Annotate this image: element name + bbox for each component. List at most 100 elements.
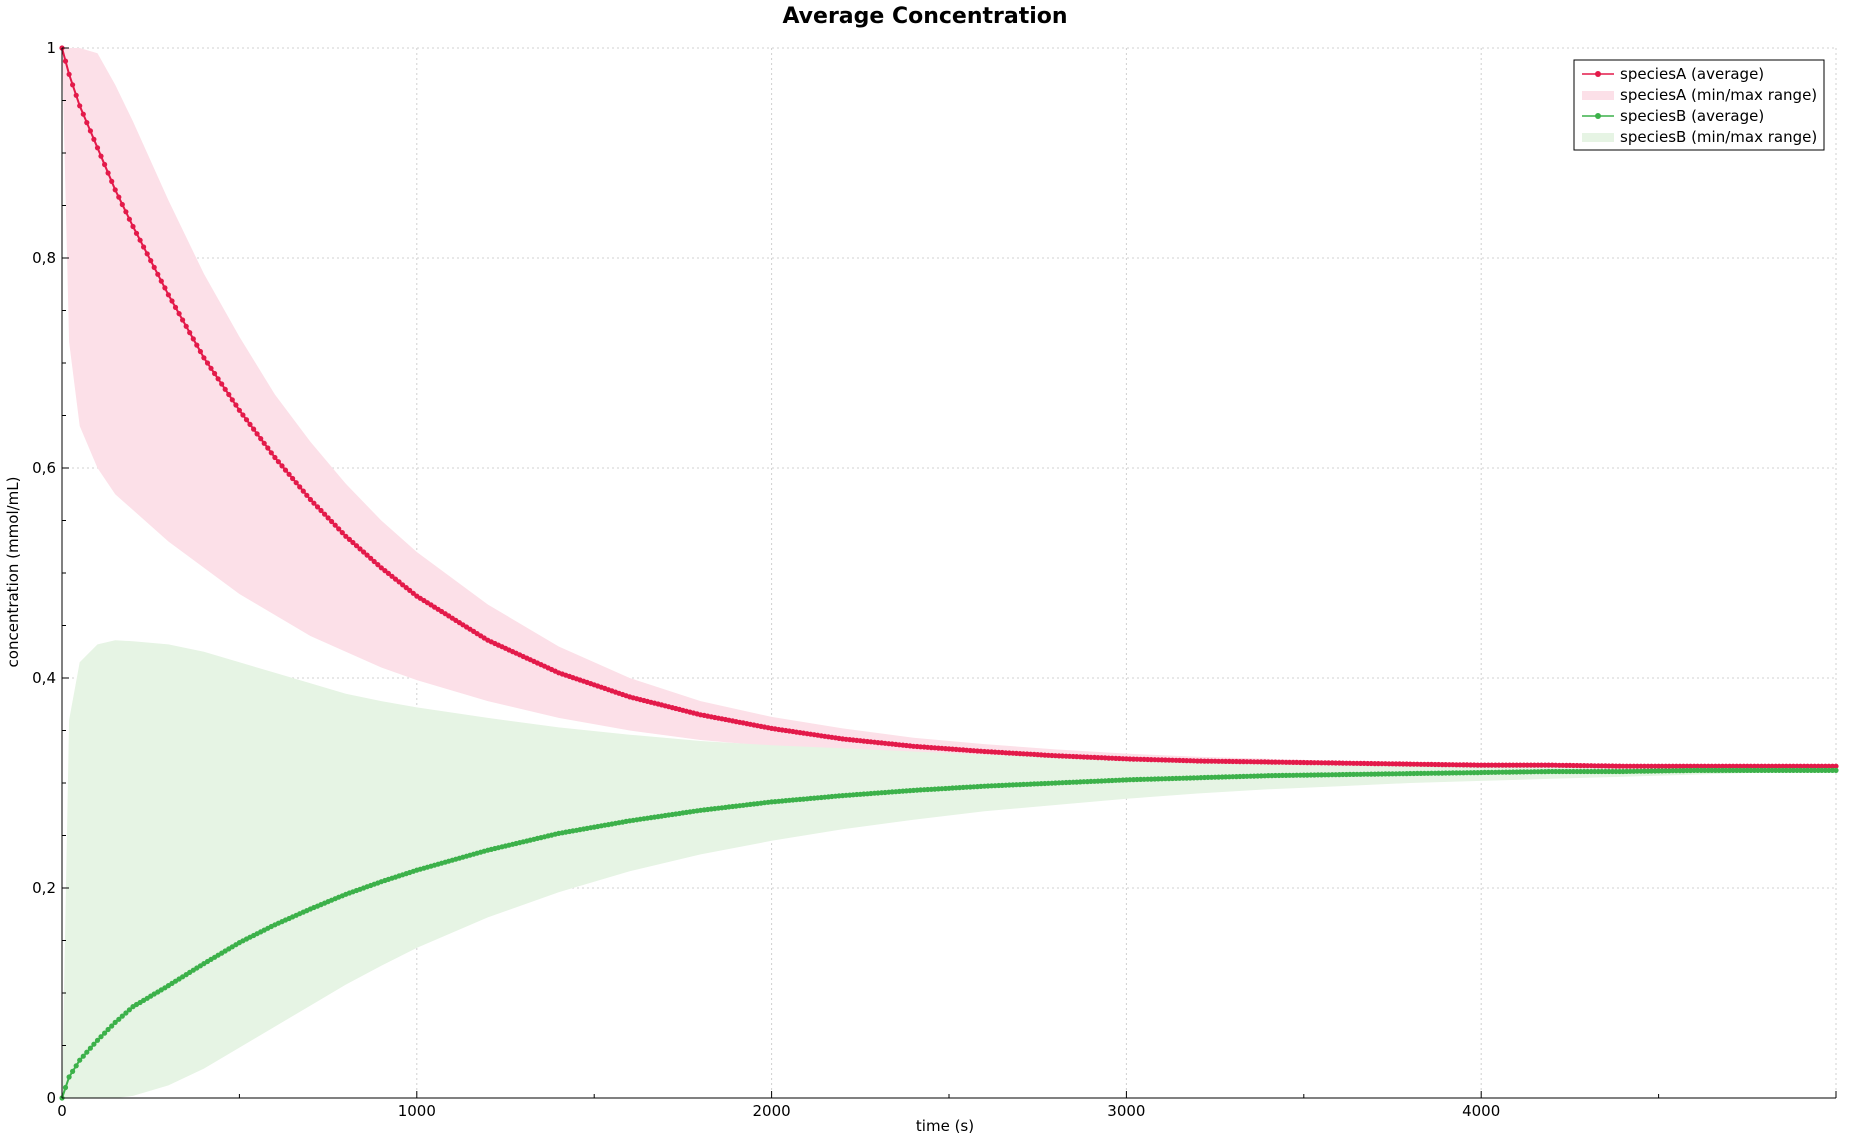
legend-marker [1595,71,1601,77]
data-point [180,317,186,323]
data-point [254,431,260,437]
data-point [1304,760,1310,766]
data-point [290,475,296,482]
data-point [1489,762,1495,768]
data-point [1776,763,1782,769]
data-point [1659,763,1665,769]
data-point [1805,763,1811,769]
data-point [1826,763,1832,769]
legend: speciesA (average) speciesA (min/max rang… [1573,59,1825,151]
data-point [410,590,416,596]
data-point [396,579,402,585]
data-point [87,128,93,134]
data-point [1606,763,1612,769]
data-point [240,412,246,418]
data-point [1393,761,1399,767]
data-point [194,342,200,348]
data-point [357,546,363,552]
data-point [176,311,182,317]
legend-entry: speciesA (average) [1620,65,1764,83]
data-point [1251,759,1257,765]
data-point [204,360,211,366]
data-point [158,278,164,284]
line-speciesA [61,47,1836,768]
data-point [1755,767,1761,774]
data-point [130,223,136,230]
data-point [314,504,321,510]
x-axis-label: time (s) [916,1117,974,1135]
data-point [1237,759,1243,765]
data-point [144,251,150,257]
data-point [1702,767,1708,774]
data-point [272,454,278,461]
data-point [1716,767,1722,774]
chart-title: Average Concentration [782,4,1067,29]
data-point [109,1023,115,1029]
data-point [183,323,189,329]
data-point [1311,760,1317,766]
data-point [343,533,349,539]
data-point [1648,768,1655,774]
data-point [1762,763,1768,769]
data-point [94,145,101,151]
data-point [1265,773,1271,779]
series-lines [59,45,1839,1101]
y-tick-label: 0,8 [32,249,56,267]
data-point [98,153,104,159]
data-point [1648,763,1655,769]
data-point [112,187,118,193]
data-point [1503,769,1509,775]
data-point [1769,767,1775,774]
markers-speciesB [59,767,1839,1101]
data-point [165,292,171,298]
data-point [84,1049,90,1055]
data-point [293,480,299,486]
tick-labels: 0 1000 2000 3000 4000 0 0,2 0,4 0,6 0,8 1 [32,39,1500,1120]
data-point [1748,763,1754,769]
data-point [1471,770,1477,776]
data-point [172,304,179,310]
data-point [1318,760,1325,766]
data-point [275,459,281,465]
legend-entry: speciesA (min/max range) [1620,86,1817,104]
data-point [119,1013,125,1019]
x-tick-label: 0 [57,1102,67,1120]
markers-speciesA [59,45,1839,769]
data-point [1695,763,1701,769]
data-point [141,244,147,250]
data-point [336,526,342,532]
data-point [1620,763,1626,769]
data-point [1641,768,1647,774]
data-point [1812,767,1818,774]
data-point [258,436,264,442]
data-point [375,562,381,568]
data-point [137,237,143,243]
data-point [243,417,250,423]
data-point [1730,763,1736,769]
x-tick-label: 4000 [1462,1102,1500,1120]
data-point [1531,762,1537,768]
data-point [73,92,79,98]
data-point [1627,763,1633,769]
data-point [1294,772,1300,778]
data-point [1709,763,1715,769]
data-point [1510,762,1516,768]
data-point [389,573,395,579]
data-point [364,552,370,558]
data-point [1560,768,1566,775]
data-point [169,298,175,304]
data-point [1503,762,1509,768]
data-point [77,1057,83,1063]
data-point [1716,763,1722,769]
y-tick-label: 0,2 [32,879,56,897]
data-point [1641,763,1647,769]
data-point [229,397,235,403]
data-point [1517,762,1523,768]
data-point [98,1034,104,1040]
data-point [1375,771,1381,777]
data-point [1730,767,1736,774]
data-point [102,161,108,168]
data-point [226,391,232,398]
data-point [1687,763,1694,769]
x-tick-label: 3000 [1107,1102,1145,1120]
